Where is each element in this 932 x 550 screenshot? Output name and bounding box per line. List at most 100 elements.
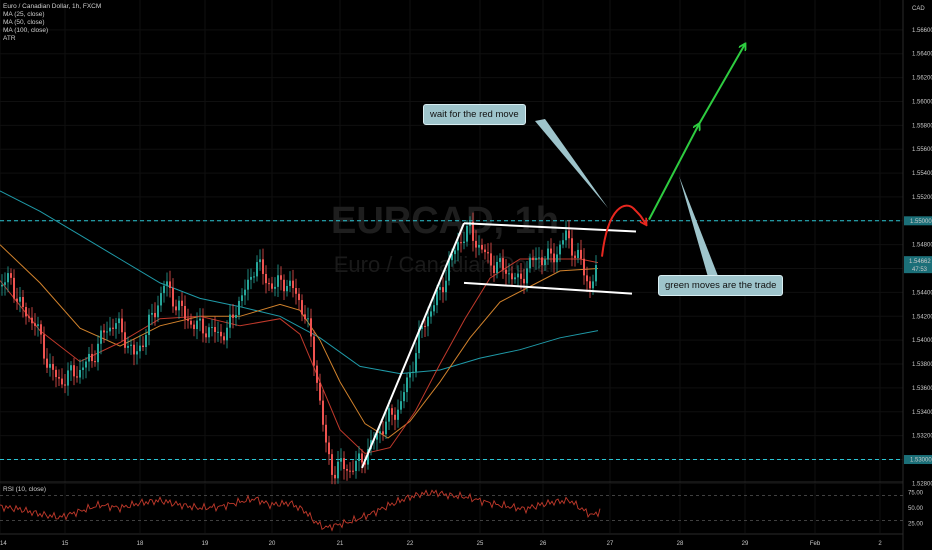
candle-body — [412, 371, 414, 373]
rsi-label[interactable]: RSI (10, close) — [3, 486, 46, 493]
price-tick-label: 1.55600 — [912, 147, 932, 153]
candle-body — [262, 259, 264, 274]
candle-body — [454, 250, 456, 255]
indicator-ma100[interactable]: MA (100, close) — [3, 27, 49, 34]
time-tick-label: 29 — [742, 541, 749, 547]
candle-body — [424, 325, 426, 327]
candle-body — [457, 242, 459, 251]
price-tick-label: 1.53400 — [912, 410, 932, 416]
candle-body — [130, 344, 132, 346]
candle-body — [415, 353, 417, 372]
pointer-red-note — [535, 119, 608, 208]
candle-body — [289, 280, 291, 286]
candle-body — [196, 320, 198, 330]
candle-body — [319, 382, 321, 401]
projections — [601, 44, 745, 257]
price-tick-label: 1.52800 — [912, 481, 932, 487]
candle-body — [118, 318, 120, 324]
candle-body — [313, 336, 315, 366]
candle-body — [487, 252, 489, 254]
candle-body — [187, 318, 189, 321]
candle-body — [67, 370, 69, 386]
candle-body — [169, 281, 171, 288]
candle-body — [19, 297, 21, 302]
candle-body — [103, 330, 105, 333]
time-axis[interactable]: 14 15 18 19 20 21 22 25 26 27 28 29 Feb 2 — [0, 541, 882, 547]
candle-body — [511, 273, 513, 280]
candle-body — [112, 327, 114, 329]
time-tick-label: 20 — [269, 541, 276, 547]
candle-body — [520, 273, 522, 279]
candle-body — [241, 295, 243, 301]
candle-body — [172, 287, 174, 307]
candle-body — [445, 280, 447, 293]
note-green-moves[interactable]: green moves are the trade — [658, 275, 784, 296]
candle-body — [31, 317, 33, 324]
candle-body — [478, 244, 480, 248]
candle-body — [580, 249, 582, 259]
candle-body — [4, 282, 6, 285]
ma50-line — [0, 244, 599, 439]
candle-body — [337, 461, 339, 479]
candle-body — [109, 327, 111, 332]
indicator-ma25[interactable]: MA (25, close) — [3, 11, 45, 18]
candle-body — [538, 257, 540, 259]
candle-body — [295, 288, 297, 294]
candle-body — [484, 249, 486, 253]
candle-body — [406, 377, 408, 393]
candle-body — [46, 358, 48, 368]
candle-body — [253, 276, 255, 278]
candle-body — [160, 293, 162, 306]
rsi-tick-label: 50.00 — [908, 506, 924, 512]
candle-body — [358, 453, 360, 461]
candle-body — [133, 344, 135, 355]
candle-body — [535, 257, 537, 261]
candle-body — [550, 248, 552, 254]
price-tick-label: 1.53600 — [912, 386, 932, 392]
candle-body — [217, 331, 219, 333]
note-red-move[interactable]: wait for the red move — [423, 104, 526, 125]
time-tick-label: 21 — [337, 541, 344, 547]
candle-body — [316, 365, 318, 383]
indicator-atr[interactable]: ATR — [3, 35, 16, 42]
symbol-title[interactable]: Euro / Canadian Dollar, 1h, FXCM — [3, 3, 102, 10]
candle-body — [322, 400, 324, 425]
candle-body — [346, 469, 348, 471]
candle-body — [139, 345, 141, 352]
price-tick-label: 1.54800 — [912, 243, 932, 249]
candle-body — [436, 289, 438, 306]
price-axis[interactable]: 1.56600 1.56400 1.56200 1.56000 1.55800 1.556… — [904, 6, 932, 528]
watermark-sub: Euro / Canadian Dollar — [334, 252, 557, 277]
time-tick-label: 25 — [477, 541, 484, 547]
candle-body — [97, 343, 99, 363]
candle-body — [298, 293, 300, 301]
price-tick-label: 1.56400 — [912, 52, 932, 58]
red-projection — [601, 204, 646, 257]
candle-body — [94, 361, 96, 363]
time-tick-label: 26 — [540, 541, 547, 547]
candle-body — [55, 369, 57, 378]
indicator-ma50[interactable]: MA (50, close) — [3, 19, 45, 26]
candle-body — [274, 286, 276, 289]
candle-body — [232, 314, 234, 318]
candle-body — [394, 414, 396, 420]
candle-body — [418, 328, 420, 354]
candle-body — [388, 408, 390, 422]
time-tick-label: 15 — [62, 541, 69, 547]
candle-body — [460, 242, 462, 244]
candle-body — [145, 334, 147, 348]
candle-body — [586, 275, 588, 282]
candle-body — [184, 305, 186, 319]
candle-body — [334, 474, 336, 479]
candle-body — [100, 330, 102, 344]
price-tick-label: 1.53800 — [912, 362, 932, 368]
candle-body — [10, 273, 12, 278]
candle-body — [355, 460, 357, 472]
candle-body — [427, 316, 429, 327]
time-tick-label: 27 — [607, 541, 614, 547]
time-tick-label: Feb — [810, 541, 821, 547]
green-projection-1 — [648, 124, 699, 221]
candle-body — [85, 361, 87, 368]
candle-body — [148, 314, 150, 335]
